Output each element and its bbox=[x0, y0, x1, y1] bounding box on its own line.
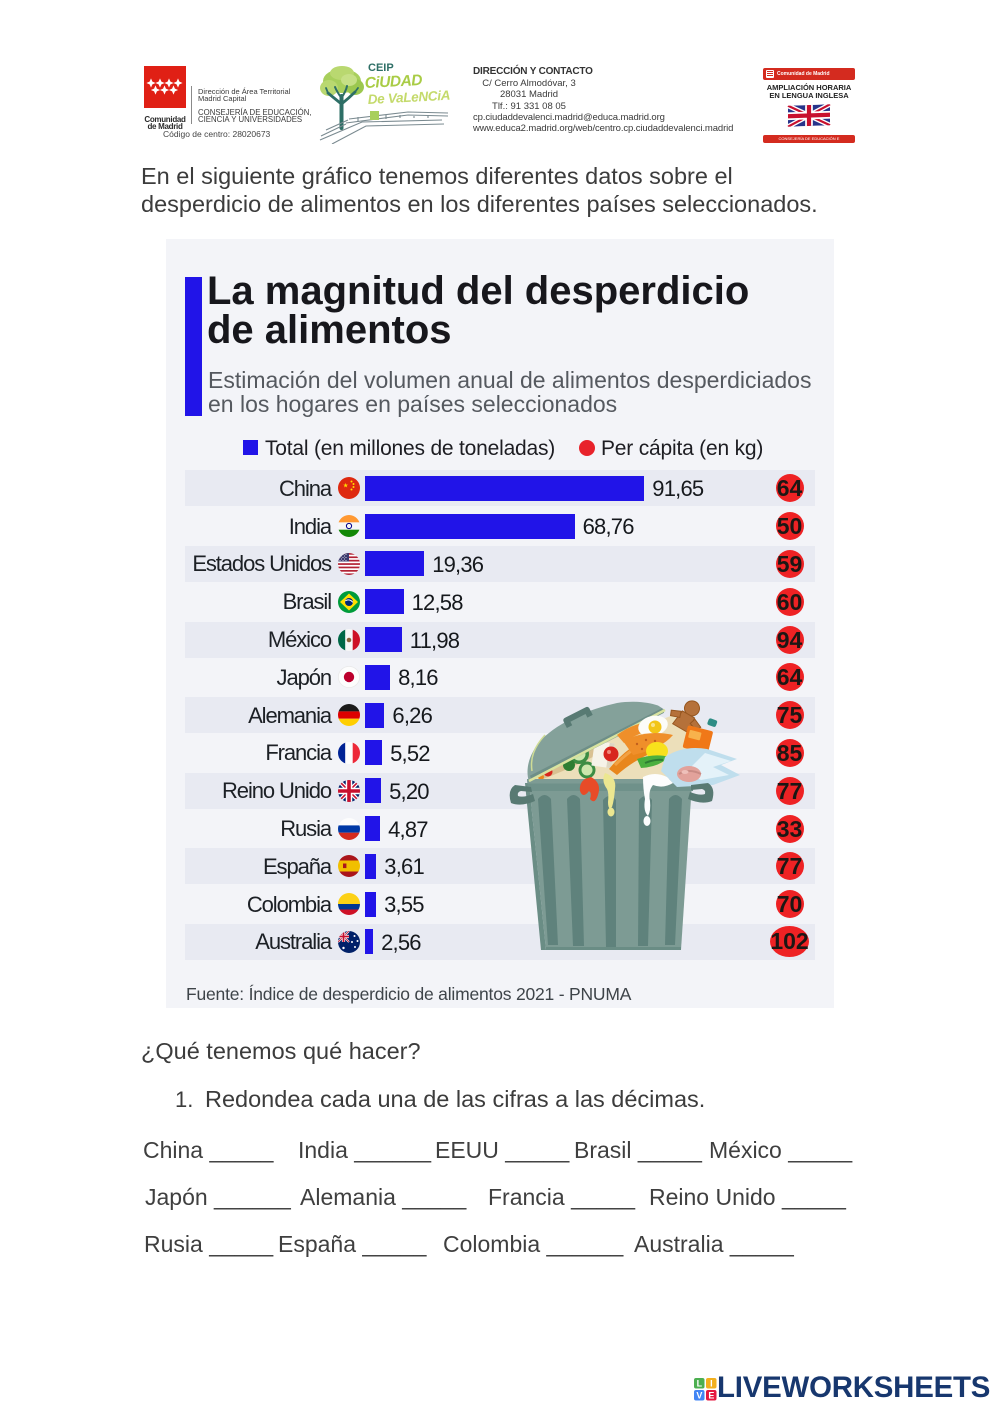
svg-text:I: I bbox=[710, 1378, 713, 1388]
svg-text:CiUDAD: CiUDAD bbox=[364, 72, 422, 92]
svg-text:CEIP: CEIP bbox=[368, 62, 394, 74]
svg-text:V: V bbox=[696, 1390, 702, 1400]
svg-text:De VaLeNCiA: De VaLeNCiA bbox=[367, 88, 450, 107]
svg-text:L: L bbox=[697, 1378, 703, 1388]
svg-text:E: E bbox=[708, 1390, 714, 1400]
